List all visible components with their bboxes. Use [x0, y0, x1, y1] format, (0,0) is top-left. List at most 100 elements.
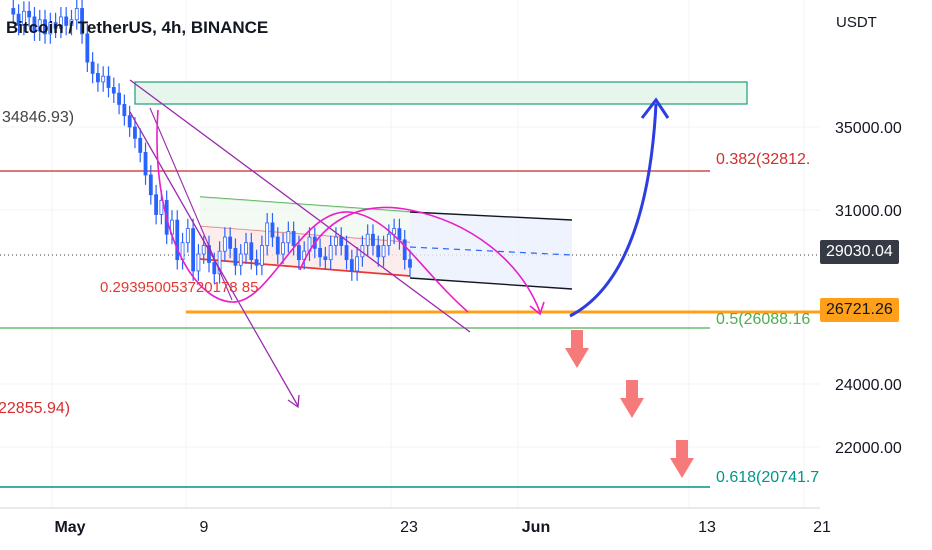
candle-up	[334, 236, 338, 246]
candle-down	[11, 8, 16, 15]
x-tick-label: May	[54, 519, 85, 536]
wedge-arrow-head-1	[287, 394, 300, 409]
bullish-arrow	[569, 103, 658, 318]
fib-5-label: 0.5(26088.16	[716, 311, 810, 328]
candle-down	[32, 16, 37, 32]
candle-down	[339, 236, 344, 246]
fib-618-label: 0.618(20741.7	[716, 469, 819, 486]
chart-title: Bitcoin / TetherUS, 4h, BINANCE	[6, 18, 269, 37]
candle-down	[349, 259, 354, 272]
candle-down	[191, 228, 196, 272]
candle-down	[270, 222, 275, 238]
candle-down	[80, 8, 84, 35]
candle-down	[344, 245, 349, 261]
y-tick-label: 31000.00	[835, 203, 902, 220]
last-price-badge: 29030.04	[820, 240, 899, 264]
candle-up	[222, 236, 227, 252]
candle-down	[275, 236, 280, 255]
candle-up	[101, 75, 106, 83]
candle-down	[27, 10, 32, 18]
candle-down	[228, 236, 233, 249]
candle-down	[85, 33, 90, 63]
candle-up	[201, 245, 206, 255]
projection-center-line	[409, 246, 573, 256]
candle-down	[127, 115, 132, 128]
candle-down	[138, 137, 143, 153]
candle-down	[106, 75, 111, 88]
bearish-arrow-3	[670, 440, 694, 478]
candle-up	[48, 22, 53, 35]
candle-down	[212, 262, 217, 275]
green-zone	[200, 197, 410, 242]
candle-down	[397, 228, 402, 241]
x-tick-label: 23	[400, 519, 418, 536]
candle-down	[148, 174, 153, 196]
x-tick-label: 13	[698, 519, 716, 536]
candle-down	[323, 256, 328, 261]
projection-curve-2	[299, 206, 541, 313]
candle-down	[297, 245, 301, 261]
candle-up	[21, 10, 26, 26]
candle-up	[281, 242, 285, 255]
projection-channel-bottom	[409, 277, 573, 290]
support-price-badge: 26721.26	[820, 298, 899, 322]
x-tick-label: 9	[200, 519, 209, 536]
candle-up	[381, 245, 386, 258]
candle-down	[122, 104, 127, 117]
candle-up	[259, 245, 264, 266]
candle-up	[244, 242, 248, 255]
y-tick-label: 35000.00	[835, 120, 902, 137]
candle-down	[291, 231, 296, 246]
candle-down	[376, 245, 381, 258]
bearish-arrow-1	[565, 330, 589, 368]
wedge-line-1	[129, 79, 471, 333]
candle-up	[386, 233, 391, 246]
y-axis-ticks: 35000.00 31000.00 24000.00 22000.00	[835, 120, 902, 457]
projection-arrow-head	[529, 301, 545, 316]
candle-up	[365, 233, 370, 246]
candle-down	[408, 259, 412, 268]
candle-down	[53, 22, 58, 29]
candle-down	[117, 92, 121, 105]
candle-up	[74, 8, 79, 21]
candle-down	[90, 61, 95, 74]
bearish-arrow-2	[620, 380, 644, 418]
candle-up	[392, 228, 397, 235]
candle-up	[185, 228, 190, 244]
candle-down	[64, 16, 69, 26]
x-tick-label: Jun	[522, 519, 550, 536]
ratio-label: 0.293950053720178 85	[100, 279, 259, 296]
target-zone	[134, 81, 748, 105]
projection-channel-top	[409, 211, 573, 221]
candle-down	[371, 233, 375, 246]
candle-up	[328, 245, 333, 261]
candle-down	[16, 13, 21, 26]
candle-down	[175, 219, 180, 261]
x-tick-label: 21	[813, 519, 831, 536]
candle-down	[233, 247, 238, 266]
candle-up	[217, 250, 222, 275]
candle-up	[159, 199, 164, 215]
candle-up	[58, 16, 63, 29]
bullish-arrow-head	[640, 97, 670, 119]
fib-382-label: 0.382(32812.	[716, 151, 810, 168]
candle-up	[196, 253, 201, 272]
projection-curve-1	[156, 109, 469, 313]
candle-up	[286, 231, 291, 244]
wedge-line-3	[149, 107, 233, 301]
left-high-label: 34846.93)	[2, 109, 74, 126]
candle-up	[238, 253, 243, 266]
candle-down	[249, 242, 254, 261]
x-axis-ticks: May 9 23 Jun 13 21	[54, 519, 831, 536]
currency-label: USDT	[836, 14, 877, 31]
candle-down	[143, 151, 148, 176]
candle-up	[355, 256, 360, 272]
candle-down	[111, 87, 116, 94]
candle-up	[265, 222, 270, 246]
candle-up	[37, 19, 42, 32]
candle-down	[43, 19, 47, 35]
left-low-label: 22855.94)	[0, 400, 70, 417]
y-tick-label: 22000.00	[835, 440, 902, 457]
candle-up	[69, 19, 74, 26]
